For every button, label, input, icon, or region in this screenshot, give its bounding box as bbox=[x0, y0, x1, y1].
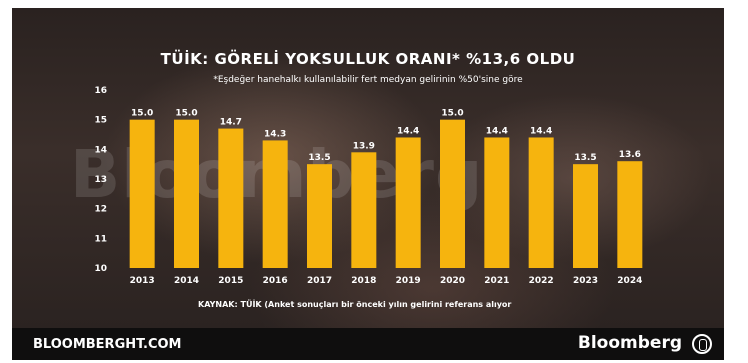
x-tick-label: 2013 bbox=[130, 276, 155, 286]
y-tick-label: 15 bbox=[94, 116, 107, 126]
x-tick-label: 2019 bbox=[396, 276, 421, 286]
bar-2024 bbox=[617, 161, 643, 268]
bar-2022 bbox=[528, 137, 554, 268]
data-label: 14.7 bbox=[220, 118, 242, 128]
data-label: 14.4 bbox=[530, 126, 552, 136]
data-label: 15.0 bbox=[175, 109, 197, 119]
bar-2015 bbox=[218, 128, 244, 268]
data-label: 13.5 bbox=[574, 153, 596, 163]
chart-subtitle: *Eşdeğer hanehalkı kullanılabilir fert m… bbox=[213, 75, 523, 85]
y-tick-label: 11 bbox=[94, 234, 107, 244]
data-label: 14.3 bbox=[264, 129, 286, 139]
x-tick-label: 2018 bbox=[351, 276, 376, 286]
bar-2016 bbox=[262, 140, 288, 268]
footer-brand: Bloomberg bbox=[577, 333, 682, 353]
x-tick-label: 2022 bbox=[529, 276, 554, 286]
y-tick-label: 12 bbox=[94, 205, 107, 215]
bar-2023 bbox=[573, 164, 598, 268]
data-label: 13.6 bbox=[619, 150, 641, 160]
bar-2018 bbox=[351, 152, 377, 268]
y-tick-label: 10 bbox=[94, 264, 107, 274]
bar-2019 bbox=[395, 137, 421, 268]
bar-2014 bbox=[174, 119, 199, 269]
x-tick-label: 2017 bbox=[307, 276, 332, 286]
x-tick-label: 2023 bbox=[573, 276, 598, 286]
brand-seal-icon bbox=[692, 334, 712, 354]
bar-2017 bbox=[307, 164, 332, 268]
data-label: 15.0 bbox=[131, 109, 153, 119]
bar-2013 bbox=[129, 119, 155, 269]
data-label: 13.5 bbox=[308, 153, 330, 163]
data-label: 14.4 bbox=[397, 126, 419, 136]
bar-2020 bbox=[440, 119, 465, 269]
bar-chart: 10 11 12 13 14 15 16 15.0 2013 15.0 2014 14.7 2015 14… bbox=[94, 86, 643, 286]
chart-title: TÜİK: GÖRELİ YOKSULLUK ORANI* %13,6 OLDU bbox=[160, 50, 576, 68]
footer-site[interactable]: BLOOMBERGHT.COM bbox=[33, 337, 182, 352]
bar-2021 bbox=[484, 137, 510, 268]
source-note: KAYNAK: TÜİK (Anket sonuçları bir önceki… bbox=[198, 300, 512, 309]
y-tick-label: 14 bbox=[94, 145, 107, 155]
data-label: 14.4 bbox=[486, 126, 508, 136]
x-tick-label: 2024 bbox=[617, 276, 642, 286]
x-tick-label: 2016 bbox=[263, 276, 288, 286]
chart-frame: Bloomberg TÜİK: GÖRELİ YOKSULLUK ORANI* … bbox=[12, 8, 724, 360]
y-tick-label: 13 bbox=[94, 175, 107, 185]
data-label: 15.0 bbox=[441, 109, 463, 119]
data-label: 13.9 bbox=[353, 141, 375, 151]
footer-bar: BLOOMBERGHT.COM Bloomberg bbox=[12, 328, 724, 360]
x-tick-label: 2014 bbox=[174, 276, 199, 286]
x-tick-label: 2020 bbox=[440, 276, 465, 286]
x-tick-label: 2015 bbox=[218, 276, 243, 286]
x-tick-label: 2021 bbox=[484, 276, 509, 286]
y-tick-label: 16 bbox=[94, 86, 107, 96]
